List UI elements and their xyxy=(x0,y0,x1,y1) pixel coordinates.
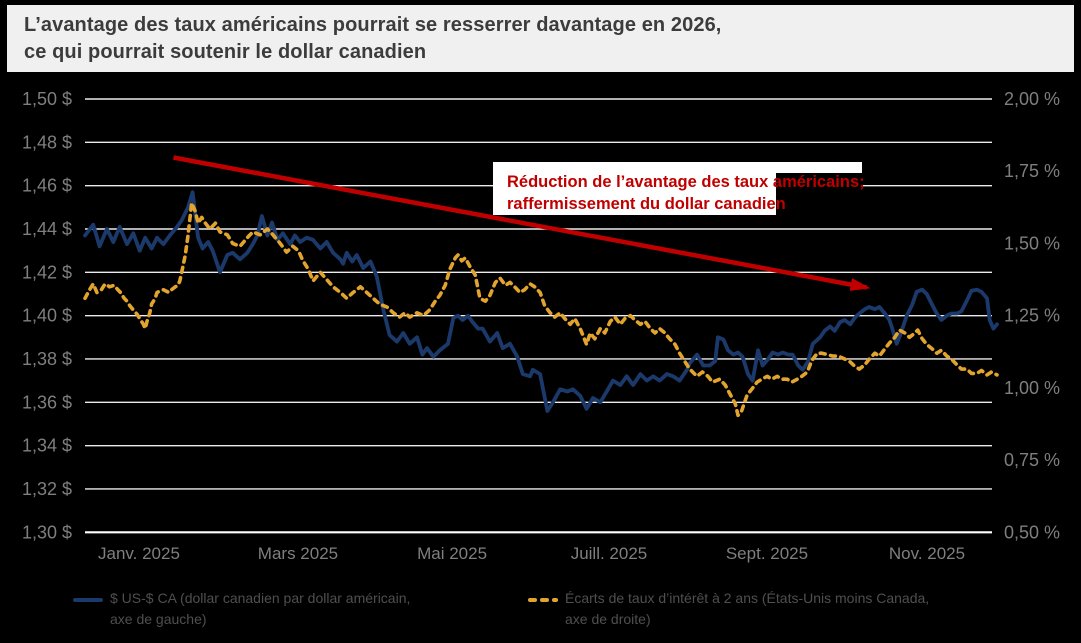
chart-legend: $ US-$ CA (dollar canadien par dollar am… xyxy=(0,588,1081,643)
right-axis-tick-label: 1,00 % xyxy=(1004,378,1060,398)
right-axis-tick-label: 0,75 % xyxy=(1004,450,1060,470)
left-axis-tick-label: 1,48 $ xyxy=(22,132,72,152)
chart-title-line-2: ce qui pourrait soutenir le dollar canad… xyxy=(24,41,427,63)
left-axis-tick-label: 1,46 $ xyxy=(22,176,72,196)
right-axis-tick-label: 1,50 % xyxy=(1004,233,1060,253)
legend-label-usdcad-line2: axe de gauche) xyxy=(110,611,207,627)
x-axis-tick-label: Nov. 2025 xyxy=(889,544,965,563)
annotation-box-cutout xyxy=(776,195,862,215)
annotation-text-line2: raffermissement du dollar canadien xyxy=(507,195,786,213)
legend-item-usdcad: $ US-$ CA (dollar canadien par dollar am… xyxy=(73,588,503,630)
left-axis-tick-label: 1,34 $ xyxy=(22,436,72,456)
spread-dashed-line-swatch xyxy=(528,598,558,602)
legend-label-spread-line2: axe de droite) xyxy=(565,611,651,627)
left-axis-tick-label: 1,42 $ xyxy=(22,262,72,282)
left-axis-tick-label: 1,44 $ xyxy=(22,219,72,239)
chart-title-line-1: L’avantage des taux américains pourrait … xyxy=(24,14,722,36)
right-axis-tick-label: 1,25 % xyxy=(1004,306,1060,326)
right-axis-tick-label: 1,75 % xyxy=(1004,161,1060,181)
right-axis-tick-label: 0,50 % xyxy=(1004,522,1060,542)
left-axis-tick-label: 1,38 $ xyxy=(22,349,72,369)
x-axis-tick-label: Sept. 2025 xyxy=(726,544,808,563)
x-axis-tick-label: Mai 2025 xyxy=(417,544,487,563)
chart-title-band: L’avantage des taux américains pourrait … xyxy=(7,5,1074,72)
right-axis-tick-label: 2,00 % xyxy=(1004,89,1060,109)
rate-spread-series-line xyxy=(83,201,999,418)
left-axis-tick-label: 1,30 $ xyxy=(22,522,72,542)
legend-label-usdcad: $ US-$ CA (dollar canadien par dollar am… xyxy=(110,588,503,630)
legend-item-spread: Écarts de taux d’intérêt à 2 ans (États-… xyxy=(528,588,998,630)
trend-arrow-head xyxy=(849,278,871,291)
x-axis-tick-label: Janv. 2025 xyxy=(98,544,180,563)
left-axis-tick-label: 1,36 $ xyxy=(22,392,72,412)
x-axis-tick-label: Juill. 2025 xyxy=(571,544,648,563)
legend-label-spread-line1: Écarts de taux d’intérêt à 2 ans (États-… xyxy=(565,590,930,606)
left-axis-tick-label: 1,40 $ xyxy=(22,306,72,326)
left-axis-tick-label: 1,32 $ xyxy=(22,479,72,499)
annotation-box-cutout xyxy=(776,173,862,195)
trend-arrow-shaft xyxy=(173,155,867,290)
x-axis-tick-label: Mars 2025 xyxy=(258,544,338,563)
annotation-text-line1: Réduction de l’avantage des taux américa… xyxy=(507,173,865,191)
legend-label-spread: Écarts de taux d’intérêt à 2 ans (États-… xyxy=(565,588,998,630)
legend-label-usdcad-line1: $ US-$ CA (dollar canadien par dollar am… xyxy=(110,590,411,606)
left-axis-tick-label: 1,50 $ xyxy=(22,89,72,109)
usdcad-series-line xyxy=(83,190,999,413)
usdcad-line-swatch xyxy=(73,598,103,602)
